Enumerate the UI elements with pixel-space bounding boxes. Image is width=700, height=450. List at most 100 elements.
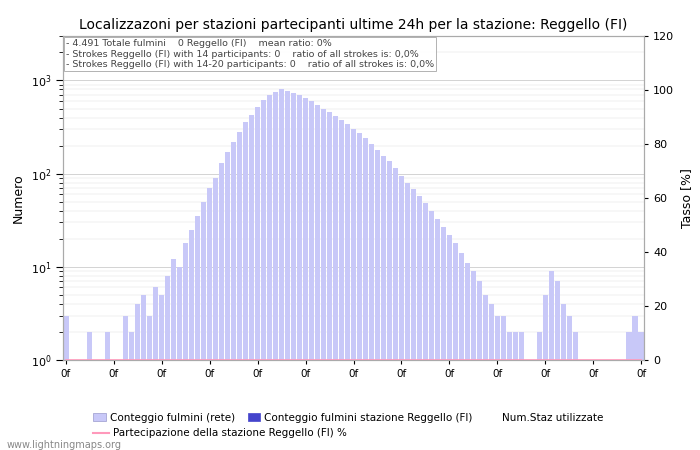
Bar [411,189,416,450]
Bar [584,360,589,450]
Bar [93,360,99,450]
Bar [165,276,170,450]
Bar [561,304,566,450]
Bar [566,315,572,450]
Y-axis label: Tasso [%]: Tasso [%] [680,168,693,228]
Bar [237,132,242,450]
Bar [465,263,470,450]
Bar [626,332,631,450]
Bar [64,315,69,450]
Bar [423,203,428,450]
Bar [273,91,278,450]
Bar [458,253,464,450]
Bar [495,315,500,450]
Bar [207,188,212,450]
Bar [147,315,153,450]
Bar [405,183,410,450]
Bar [435,219,440,450]
Bar [279,90,284,450]
Bar [315,105,320,450]
Bar [88,332,92,450]
Bar [177,267,182,450]
Bar [201,202,206,450]
Bar [160,295,164,450]
Bar [123,315,128,450]
Bar [291,93,296,450]
Bar [500,315,506,450]
Bar [172,260,176,450]
Bar [512,332,518,450]
Bar [525,360,530,450]
Bar [214,178,218,450]
Bar [620,360,626,450]
Bar [470,271,476,450]
Y-axis label: Numero: Numero [12,173,25,223]
Legend: Conteggio fulmini (rete), Conteggio fulmini stazione Reggello (FI), Num.Staz uti: Conteggio fulmini (rete), Conteggio fulm… [89,409,608,427]
Bar [81,360,87,450]
Bar [135,304,141,450]
Bar [261,100,266,450]
Bar [183,243,188,450]
Bar [249,115,254,450]
Bar [339,120,344,450]
Text: www.lightningmaps.org: www.lightningmaps.org [7,440,122,450]
Bar [603,360,608,450]
Bar [153,288,158,450]
Bar [573,332,577,450]
Bar [489,304,493,450]
Bar [399,176,404,450]
Bar [596,360,601,450]
Bar [219,163,224,450]
Bar [591,360,596,450]
Bar [638,332,643,450]
Bar [321,108,326,450]
Bar [363,138,368,450]
Bar [357,134,362,450]
Bar [345,124,350,450]
Bar [477,281,482,450]
Bar [243,122,248,450]
Bar [303,98,308,450]
Bar [416,196,422,450]
Bar [333,116,338,450]
Bar [369,144,374,450]
Bar [507,332,512,450]
Text: - 4.491 Totale fulmini    0 Reggello (FI)    mean ratio: 0%
- Strokes Reggello (: - 4.491 Totale fulmini 0 Reggello (FI) m… [66,39,434,69]
Bar [483,295,488,450]
Bar [267,95,272,450]
Bar [297,95,302,450]
Title: Localizzazoni per stazioni partecipanti ultime 24h per la stazione: Reggello (FI: Localizzazoni per stazioni partecipanti … [79,18,628,32]
Bar [549,271,554,450]
Bar [453,243,458,450]
Bar [537,332,542,450]
Bar [608,360,614,450]
Bar [99,360,104,450]
Bar [381,156,386,450]
Bar [106,332,111,450]
Bar [429,211,434,450]
Bar [554,281,560,450]
Bar [309,101,314,450]
Bar [531,360,536,450]
Bar [615,360,620,450]
Bar [633,315,638,450]
Bar [441,227,446,450]
Bar [351,129,356,450]
Bar [327,112,332,450]
Bar [393,168,398,450]
Bar [519,332,524,450]
Bar [130,332,134,450]
Bar [231,142,237,450]
Bar [195,216,200,450]
Bar [375,150,380,450]
Bar [579,360,584,450]
Bar [542,295,547,450]
Bar [255,107,260,450]
Bar [447,235,452,450]
Bar [225,152,230,450]
Bar [111,360,116,450]
Bar [189,230,195,450]
Bar [387,162,392,450]
Bar [69,360,74,450]
Bar [141,295,146,450]
